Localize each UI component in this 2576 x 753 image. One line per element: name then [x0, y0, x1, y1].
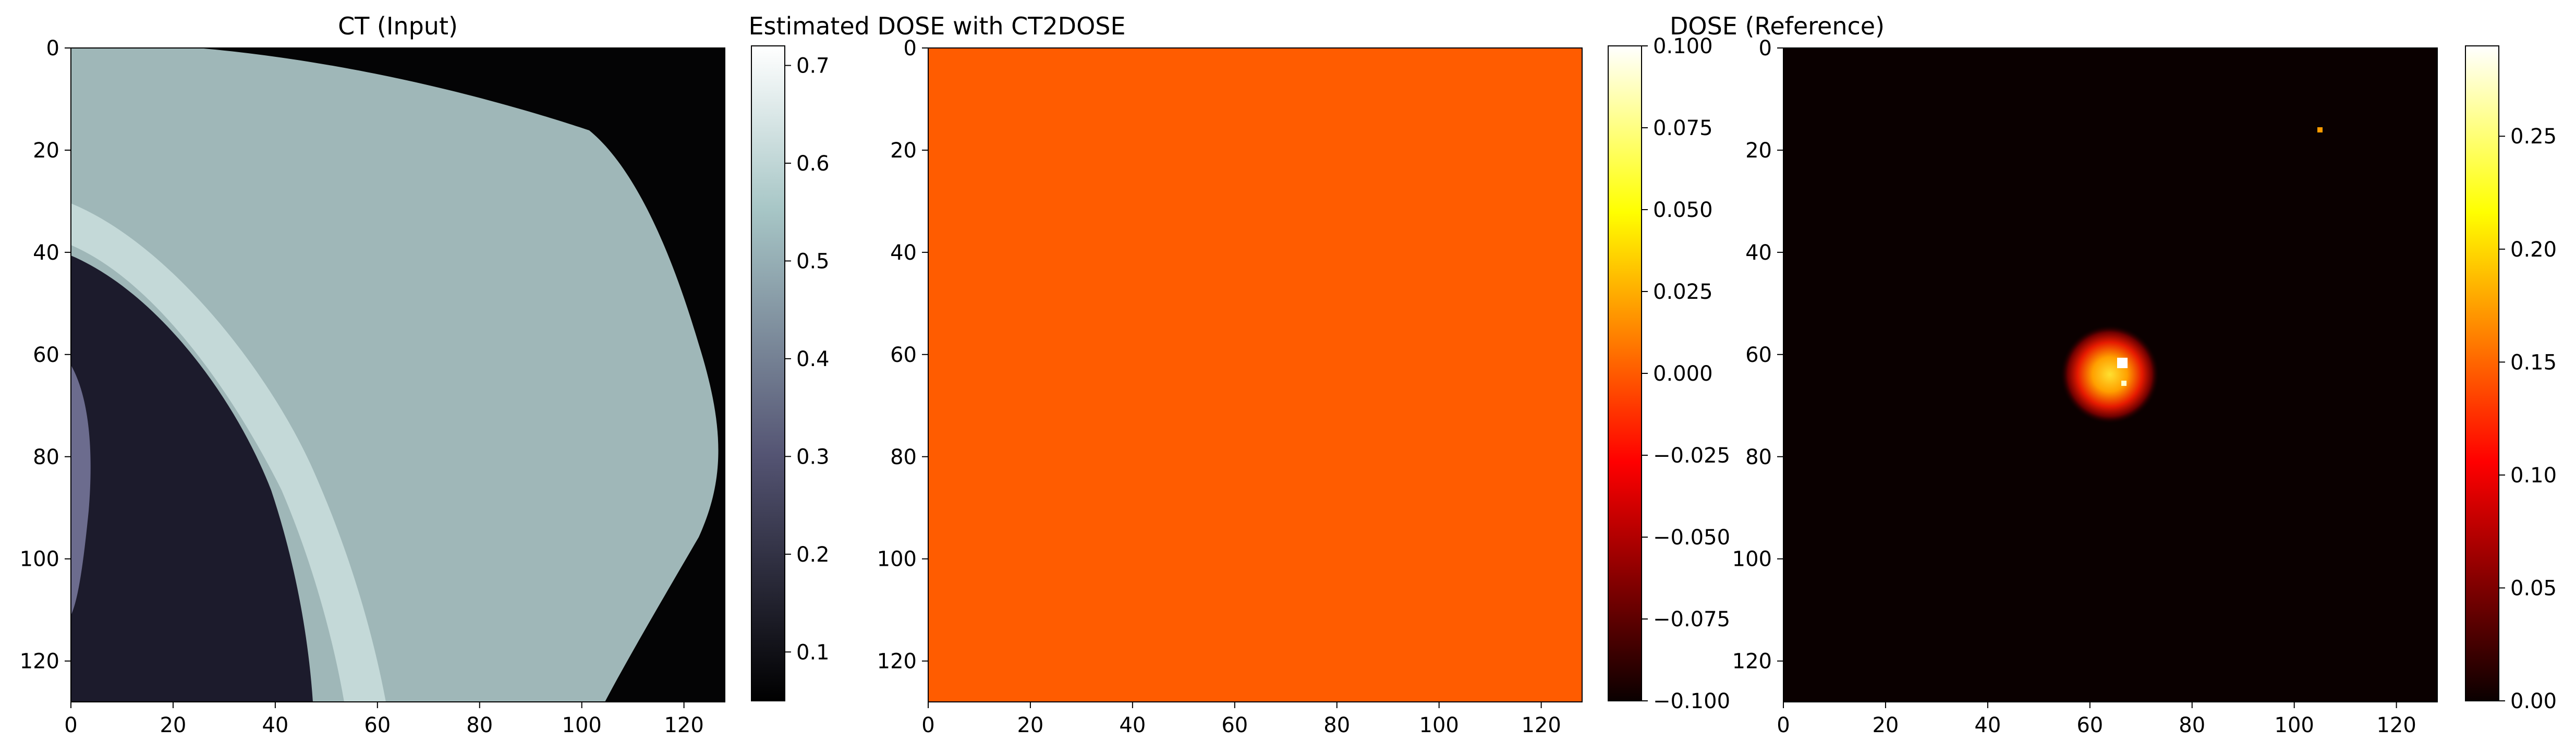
- colorbar-tick-label: −0.100: [1653, 689, 1730, 713]
- colorbar-ticks: 0.00 0.05 0.10 0.15 0.20 0.25: [2499, 125, 2557, 713]
- colorbar: [751, 45, 785, 701]
- colorbar-tick-label: 0.10: [2510, 464, 2557, 488]
- colorbar-tick-label: 0.7: [796, 54, 830, 78]
- y-tick-label: 20: [890, 139, 917, 163]
- ct-input-panel: CT (Input) 0 20 40 60 80 100 120 0 20 40 60 80 100 1…: [20, 12, 830, 737]
- x-axis-ticks: 0 20 40 60 80 100 120: [921, 702, 1561, 737]
- y-tick-label: 120: [1732, 650, 1772, 674]
- x-tick-label: 40: [1119, 713, 1146, 737]
- x-tick-label: 80: [466, 713, 493, 737]
- x-tick-label: 100: [562, 713, 602, 737]
- colorbar-tick-label: 0.100: [1653, 34, 1713, 58]
- y-tick-label: 20: [33, 139, 59, 163]
- x-tick-label: 20: [1017, 713, 1043, 737]
- chart-title: CT (Input): [338, 12, 458, 40]
- colorbar-tick-label: −0.025: [1653, 444, 1730, 468]
- x-tick-label: 60: [364, 713, 391, 737]
- colorbar-tick-label: 0.050: [1653, 198, 1713, 222]
- y-axis-ticks: 0 20 40 60 80 100 120: [1732, 37, 1783, 674]
- y-tick-label: 120: [20, 650, 59, 674]
- x-tick-label: 80: [2179, 713, 2205, 737]
- colorbar-tick-label: 0.05: [2510, 576, 2557, 600]
- colorbar-tick-label: 0.075: [1653, 116, 1713, 140]
- y-tick-label: 0: [904, 37, 917, 60]
- colorbar-tick-label: 0.3: [796, 445, 830, 469]
- x-tick-label: 120: [664, 713, 703, 737]
- y-tick-label: 40: [890, 241, 917, 265]
- ct-lung-edge: [71, 365, 91, 615]
- colorbar-tick-label: 0.6: [796, 152, 830, 176]
- colorbar-tick-label: −0.075: [1653, 608, 1730, 631]
- x-tick-label: 40: [262, 713, 288, 737]
- x-tick-label: 120: [1521, 713, 1561, 737]
- colorbar-tick-label: 0.5: [796, 249, 830, 273]
- y-tick-label: 60: [1745, 343, 1772, 367]
- x-tick-label: 0: [921, 713, 934, 737]
- axes-frame: [1783, 47, 2438, 702]
- ct-rib-band: [71, 203, 386, 702]
- heatmap-image: [928, 48, 1582, 702]
- reference-dose-panel: DOSE (Reference) 0 20 40 60 80 100 120 0 20 40 60…: [1670, 12, 2557, 737]
- colorbar-tick-label: 0.15: [2510, 350, 2557, 374]
- colorbar-tick-label: 0.000: [1653, 362, 1713, 386]
- x-axis-ticks: 0 20 40 60 80 100 120: [64, 702, 704, 737]
- y-tick-label: 80: [890, 445, 917, 469]
- y-tick-label: 120: [877, 650, 917, 674]
- heatmap-image: [71, 48, 725, 702]
- x-tick-label: 80: [1323, 713, 1350, 737]
- y-tick-label: 0: [1759, 37, 1772, 60]
- colorbar: [1608, 45, 1642, 701]
- colorbar-ticks: 0.1 0.2 0.3 0.4 0.5 0.6 0.7: [785, 54, 830, 664]
- y-tick-label: 100: [1732, 548, 1772, 572]
- x-tick-label: 40: [1974, 713, 2001, 737]
- y-tick-label: 40: [1745, 241, 1772, 265]
- y-tick-label: 80: [1745, 445, 1772, 469]
- y-axis-ticks: 0 20 40 60 80 100 120: [877, 37, 928, 674]
- estimated-dose-panel: Estimated DOSE with CT2DOSE 0 20 40 60 80 100…: [748, 12, 1730, 737]
- y-axis-ticks: 0 20 40 60 80 100 120: [20, 37, 71, 674]
- colorbar-tick-label: 0.20: [2510, 238, 2557, 262]
- y-tick-label: 60: [33, 343, 59, 367]
- colorbar-ticks: 0.100 0.075 0.050 0.025 0.000 −0.025 −0.050 −0.…: [1642, 34, 1730, 713]
- y-tick-label: 20: [1745, 139, 1772, 163]
- y-tick-label: 0: [46, 37, 59, 60]
- y-tick-label: 100: [877, 548, 917, 572]
- chart-title: DOSE (Reference): [1670, 12, 1885, 40]
- y-tick-label: 60: [890, 343, 917, 367]
- colorbar-tick-label: 0.25: [2510, 125, 2557, 149]
- x-tick-label: 60: [1221, 713, 1248, 737]
- chart-title: Estimated DOSE with CT2DOSE: [748, 12, 1125, 40]
- dose-hotspot: [2060, 325, 2159, 424]
- x-tick-label: 60: [2076, 713, 2103, 737]
- hotspot-bright-pixel: [2121, 381, 2127, 386]
- y-tick-label: 100: [20, 548, 59, 572]
- x-tick-label: 100: [1419, 713, 1459, 737]
- x-tick-label: 100: [2275, 713, 2314, 737]
- x-tick-label: 0: [1777, 713, 1790, 737]
- axes-frame: [928, 47, 1583, 702]
- colorbar-tick-label: 0.1: [796, 640, 830, 664]
- x-tick-label: 0: [64, 713, 77, 737]
- y-tick-label: 80: [33, 445, 59, 469]
- colorbar: [2465, 45, 2499, 701]
- ct-lung-region: [71, 256, 313, 702]
- x-tick-label: 120: [2376, 713, 2416, 737]
- colorbar-tick-label: −0.050: [1653, 526, 1730, 550]
- x-axis-ticks: 0 20 40 60 80 100 120: [1777, 702, 2416, 737]
- x-tick-label: 20: [1872, 713, 1899, 737]
- colorbar-tick-label: 0.025: [1653, 280, 1713, 304]
- axes-frame: [70, 47, 725, 702]
- colorbar-tick-label: 0.2: [796, 543, 830, 567]
- colorbar-tick-label: 0.00: [2510, 689, 2557, 713]
- colorbar-tick-label: 0.4: [796, 347, 830, 371]
- x-tick-label: 20: [160, 713, 186, 737]
- isolated-dose-point: [2317, 127, 2323, 132]
- hotspot-bright-pixel: [2117, 358, 2128, 368]
- y-tick-label: 40: [33, 241, 59, 265]
